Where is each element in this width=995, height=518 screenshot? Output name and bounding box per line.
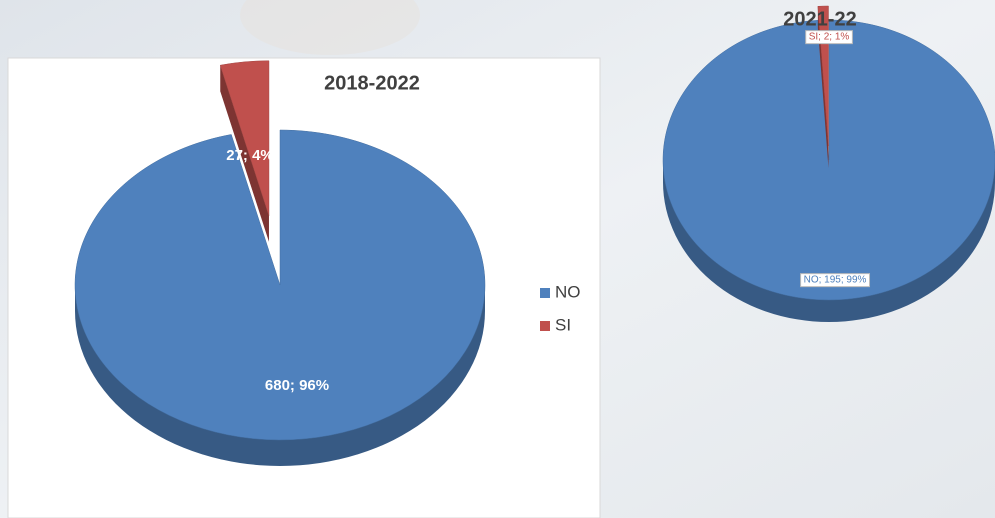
legend-label: SI [555,315,571,334]
data-label-box [805,30,853,45]
slice-side [817,6,829,169]
data-label: 27; 4% [226,147,274,164]
legend-label: NO [555,282,581,301]
data-label: 680; 96% [265,377,329,394]
pie-slice [662,19,995,301]
chart-title: 2021-22 [783,8,856,30]
legend-swatch [540,321,550,331]
chart-title: 2018-2022 [324,72,420,94]
data-label: SI; 2; 1% [809,32,850,43]
slice-side [220,65,269,242]
legend-swatch [540,288,550,298]
background-shape [240,0,420,55]
data-label: NO; 195; 99% [804,275,867,286]
pie-slice [219,60,270,216]
pie-slice [74,129,486,441]
data-label-box [800,273,871,288]
